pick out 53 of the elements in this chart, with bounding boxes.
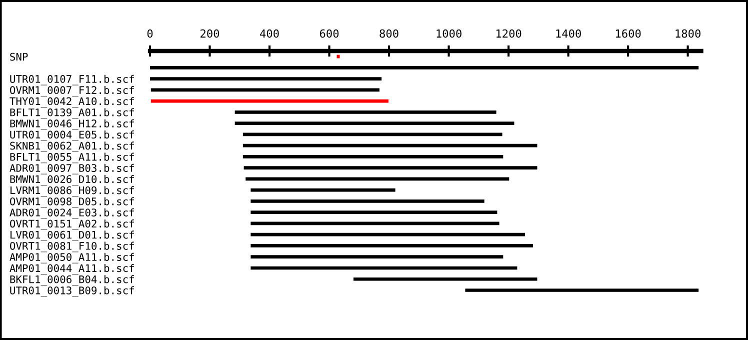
x-tick-label: 1800 [676, 29, 700, 38]
bar [242, 132, 502, 136]
y-tick-label: UTR01_0004_E05.b.scf [10, 130, 134, 141]
y-tick-label: LVR01_0061_D01.b.scf [10, 230, 134, 242]
y-tick-label: SNP [10, 52, 28, 61]
bar [244, 166, 538, 170]
bar [242, 155, 504, 158]
x-tick-label: 1600 [616, 29, 641, 38]
y-tick-label: OVRT1_0151_A02.b.scf [10, 220, 134, 230]
bar [250, 222, 500, 226]
bar [242, 144, 538, 148]
y-tick-label: BMWN1_0046_H12.b.scf [10, 119, 134, 130]
y-tick-label: OVRM1_0007_F12.b.scf [10, 86, 134, 96]
bar [234, 110, 496, 114]
x-tick-label: 0 [147, 29, 153, 38]
y-tick-label: UTR01_0107_F11.b.scf [10, 74, 134, 86]
y-tick-label: BMWN1_0026_D10.b.scf [10, 175, 134, 186]
y-tick-label: OVRT1_0081_F10.b.scf [10, 242, 134, 252]
x-tick-label: 1200 [496, 29, 522, 38]
bar [250, 244, 534, 248]
bar [250, 232, 525, 236]
bar [336, 54, 340, 58]
x-tick-label: 200 [200, 29, 220, 38]
bar [150, 88, 380, 92]
y-tick-label: AMP01_0050_A11.b.scf [10, 252, 134, 264]
x-tick-label: 400 [260, 29, 279, 38]
y-tick-label: ADR01_0024_E03.b.scf [10, 208, 134, 219]
x-tick-label: 1400 [556, 29, 581, 38]
bar [353, 277, 538, 281]
y-tick-label: BFLT1_0055_A11.b.scf [10, 152, 134, 164]
y-tick-label: BFLT1_0139_A01.b.scf [10, 108, 134, 119]
y-tick-label: SKNB1_0062_A01.b.scf [10, 142, 134, 152]
bar [250, 255, 504, 259]
bar [250, 210, 498, 214]
y-tick-label: BKFL1_0006_B04.b.scf [10, 275, 134, 286]
bar [250, 266, 518, 270]
x-tick-label: 800 [380, 29, 398, 38]
y-tick-label: ADR01_0097_B03.b.scf [10, 164, 134, 174]
bar [250, 200, 484, 203]
bar [465, 288, 699, 292]
y-tick-label: AMP01_0044_A11.b.scf [10, 264, 134, 274]
x-tick-label: 600 [320, 29, 339, 38]
bar [246, 177, 510, 181]
bar [150, 77, 382, 80]
bar [150, 99, 388, 103]
bar [234, 122, 514, 125]
x-tick-label: 1000 [436, 29, 462, 38]
bar [250, 188, 396, 192]
y-tick-label: OVRM1_0098_D05.b.scf [10, 197, 134, 208]
y-tick-label: LVRM1_0086_H09.b.scf [10, 186, 134, 197]
bar [150, 66, 699, 70]
y-tick-label: THY01_0042_A10.b.scf [10, 97, 134, 108]
y-tick-label: UTR01_0013_B09.b.scf [10, 286, 134, 297]
